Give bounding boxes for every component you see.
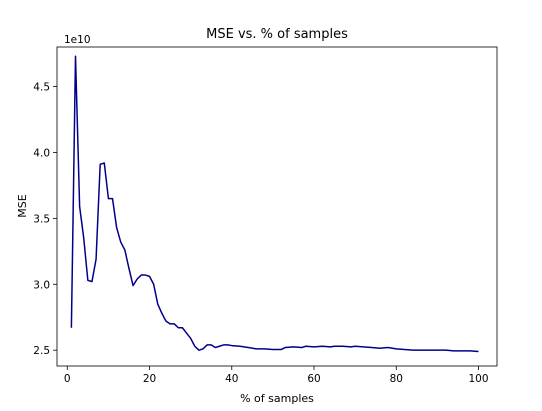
mse-series-line [70,55,479,353]
y-tick-label: 2.5 [33,345,50,357]
x-tick-label: 0 [64,373,71,385]
x-axis-ticks: 0 20 40 60 80 100 [64,366,489,385]
x-tick-label: 60 [307,373,320,385]
x-tick-label: 80 [390,373,403,385]
y-tick-label: 4.0 [33,147,50,159]
x-tick-label: 20 [143,373,156,385]
plot-area [56,46,498,367]
chart-title: MSE vs. % of samples [206,27,348,42]
y-tick-label: 4.5 [33,82,50,94]
x-tick-label: 100 [468,373,488,385]
y-tick-label: 3.0 [33,279,50,291]
x-tick-label: 40 [225,373,238,385]
y-tick-label: 3.5 [33,213,50,225]
x-axis-label: % of samples [240,392,314,405]
y-offset-label: 1e10 [64,34,91,46]
y-axis-ticks: 2.5 3.0 3.5 4.0 4.5 [33,82,57,357]
y-axis-label: MSE [16,194,29,217]
